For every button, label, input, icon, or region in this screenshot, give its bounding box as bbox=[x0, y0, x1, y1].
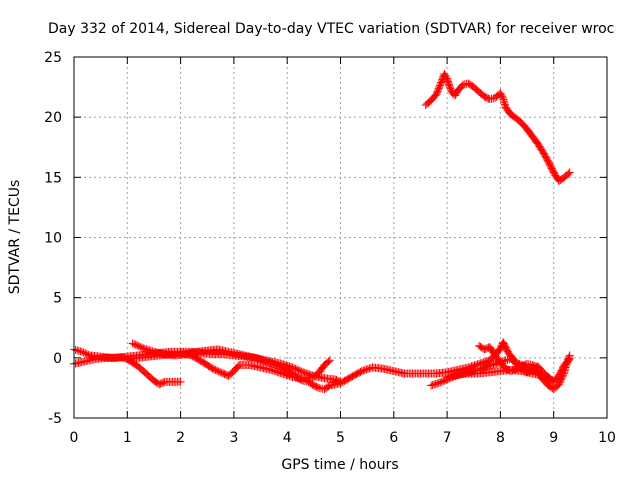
x-tick-label: 0 bbox=[70, 430, 79, 446]
x-tick-label: 10 bbox=[598, 430, 616, 446]
data-point bbox=[335, 377, 344, 386]
data-point bbox=[440, 69, 449, 78]
x-tick-label: 4 bbox=[283, 430, 292, 446]
y-tick-label: -5 bbox=[48, 411, 62, 427]
grid bbox=[74, 57, 607, 418]
y-axis-title: SDTVAR / TECUs bbox=[7, 180, 23, 295]
y-tick-label: 15 bbox=[44, 170, 62, 186]
data-point bbox=[82, 349, 91, 358]
x-tick-label: 7 bbox=[443, 430, 452, 446]
data-point bbox=[565, 355, 574, 364]
data-point bbox=[176, 377, 185, 386]
x-tick-label: 9 bbox=[549, 430, 558, 446]
ticks bbox=[73, 56, 608, 419]
data-point bbox=[79, 348, 88, 357]
data-point bbox=[81, 349, 90, 358]
data-point bbox=[565, 352, 574, 361]
y-tick-label: 20 bbox=[44, 110, 62, 126]
data-point bbox=[451, 89, 460, 98]
x-tick-label: 3 bbox=[229, 430, 238, 446]
data-point bbox=[564, 356, 573, 365]
data-point bbox=[564, 169, 573, 178]
data-point bbox=[496, 89, 505, 98]
tick-labels: 0 1 2 3 4 5 6 7 8 9 10 -5 0 5 10 15 20 25 bbox=[44, 50, 616, 446]
y-tick-label: 0 bbox=[53, 351, 62, 367]
x-tick-label: 1 bbox=[123, 430, 132, 446]
x-tick-label: 5 bbox=[336, 430, 345, 446]
data-point bbox=[498, 92, 507, 101]
series-track-5 bbox=[421, 69, 574, 185]
series-track-8 bbox=[443, 355, 574, 385]
series-track-4 bbox=[128, 339, 345, 386]
data-point bbox=[565, 168, 574, 177]
x-axis-title: GPS time / hours bbox=[281, 457, 398, 473]
y-tick-label: 25 bbox=[44, 50, 62, 66]
x-tick-label: 6 bbox=[389, 430, 398, 446]
data-point bbox=[324, 357, 333, 366]
data-point bbox=[451, 91, 460, 100]
data-point bbox=[77, 347, 86, 356]
y-tick-label: 10 bbox=[44, 231, 62, 247]
x-tick-label: 2 bbox=[176, 430, 185, 446]
x-tick-label: 8 bbox=[496, 430, 505, 446]
data-point bbox=[532, 362, 541, 371]
y-tick-label: 5 bbox=[53, 291, 62, 307]
data-point bbox=[325, 356, 334, 365]
data-points bbox=[70, 69, 574, 394]
chart-title: Day 332 of 2014, Sidereal Day-to-day VTE… bbox=[48, 21, 614, 37]
data-point bbox=[497, 90, 506, 99]
data-point bbox=[533, 363, 542, 372]
data-point bbox=[441, 71, 450, 80]
data-point bbox=[336, 377, 345, 386]
